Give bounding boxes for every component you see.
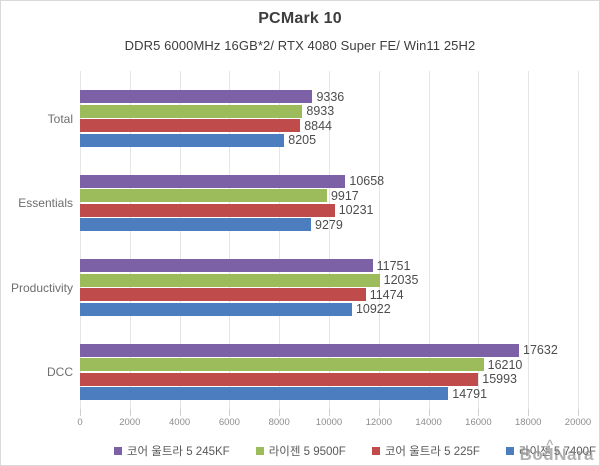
legend-swatch-icon	[505, 447, 514, 455]
legend-label: 코어 울트라 5 245KF	[126, 446, 230, 458]
bar: 12035	[80, 273, 418, 287]
group-bars: 17632 16210 15993 14791	[80, 343, 578, 401]
watermark-text: BodNara	[519, 445, 594, 464]
category-label: DCC	[47, 365, 73, 379]
gridline	[378, 71, 380, 409]
legend-item: 라이젠 5 7400F	[505, 443, 597, 459]
axis-tick	[80, 409, 81, 416]
axis-tick	[428, 409, 430, 416]
chart-subtitle: DDR5 6000MHz 16GB*2/ RTX 4080 Super FE/ …	[124, 38, 476, 53]
bar-group: Essentials 10658 9917 10231 9279	[1, 156, 599, 241]
group-bars: 9336 8933 8844 8205	[80, 90, 578, 147]
axis-tick-label: 6000	[218, 417, 240, 428]
bar: 17632	[80, 343, 558, 357]
axis-tick-label: 8000	[268, 417, 290, 428]
axis-tick	[478, 409, 480, 416]
legend-label: 라이젠 5 7400F	[518, 446, 597, 458]
bar: 10922	[80, 302, 391, 316]
bar-value-label: 11474	[369, 287, 404, 302]
bar-value-label: 8844	[304, 118, 333, 133]
bar: 10231	[80, 203, 373, 217]
gridline	[578, 71, 579, 409]
bar: 9279	[80, 218, 343, 232]
bar: 16210	[80, 358, 522, 372]
group-bars: 11751 12035 11474 10922	[80, 259, 578, 316]
axis-tick-label: 10000	[315, 417, 343, 428]
axis-tick	[329, 409, 330, 416]
legend-swatch-icon	[255, 447, 264, 455]
bar: 11751	[80, 259, 410, 273]
gridline	[428, 71, 430, 409]
axis-tick-label: 16000	[465, 417, 492, 428]
bar-value-label: 8205	[288, 133, 317, 148]
group-bars: 10658 9917 10231 9279	[80, 174, 578, 232]
gridline	[179, 71, 181, 409]
bar-group: DCC 17632 16210 15993 14791	[1, 325, 599, 410]
legend-label: 코어 울트라 5 225F	[384, 446, 480, 458]
axis-tick	[229, 409, 231, 416]
legend-item: 라이젠 5 9500F	[255, 443, 346, 459]
axis-tick-label: 0	[77, 417, 83, 428]
axis-tick	[528, 409, 530, 416]
bar: 15993	[80, 372, 517, 386]
bar-value-label: 10231	[338, 203, 374, 218]
axis-tick-label: 12000	[365, 417, 393, 428]
bar: 8933	[80, 104, 334, 118]
bar-value-label: 9336	[316, 89, 345, 104]
bar-value-label: 17632	[523, 343, 558, 358]
legend-label: 라이젠 5 9500F	[268, 446, 346, 458]
bar: 8844	[80, 119, 332, 133]
category-label: Productivity	[10, 280, 73, 295]
bar-value-label: 14791	[452, 386, 488, 401]
bar-value-label: 11751	[376, 258, 411, 273]
legend-swatch-icon	[371, 447, 380, 455]
category-label: Essentials	[18, 196, 73, 210]
legend-swatch-icon	[113, 447, 122, 455]
gridline	[279, 71, 281, 409]
axis-tick-label: 18000	[514, 417, 542, 428]
bar-value-label: 8933	[306, 104, 335, 119]
bar-value-label: 12035	[383, 273, 419, 288]
bar: 14791	[80, 387, 487, 401]
bar: 9336	[80, 90, 344, 104]
gridline	[129, 71, 131, 409]
legend: 코어 울트라 5 245KF 라이젠 5 9500F 코어 울트라 5 225F 라이…	[1, 443, 599, 459]
axis-tick	[179, 409, 181, 416]
gridline	[329, 71, 330, 409]
bar-value-label: 9279	[315, 217, 343, 232]
axis-tick	[129, 409, 131, 416]
axis-tick	[279, 409, 281, 416]
gridline	[528, 71, 530, 409]
gridline	[80, 71, 81, 409]
bar: 10658	[80, 174, 384, 188]
axis-tick	[378, 409, 380, 416]
gridline	[229, 71, 231, 409]
gridline	[478, 71, 480, 409]
legend-item: 코어 울트라 5 245KF	[113, 443, 230, 459]
legend-item: 코어 울트라 5 225F	[371, 443, 480, 459]
bar-value-label: 15993	[482, 372, 518, 387]
category-label: Total	[47, 111, 73, 126]
plot-area: Total 9336 8933 8844 8205 Essentials 10658 9917…	[1, 71, 599, 410]
axis-tick-label: 14000	[415, 417, 442, 428]
bar-value-label: 10922	[355, 302, 391, 317]
bar: 11474	[80, 288, 404, 302]
bar: 8205	[80, 133, 316, 147]
chart-title: PCMark 10	[258, 10, 342, 27]
watermark: ^ BodNara	[519, 437, 594, 465]
bar: 9917	[80, 189, 359, 203]
bar-value-label: 9917	[330, 188, 359, 203]
bar-group: Productivity 11751 12035 11474 10922	[1, 240, 599, 325]
watermark-caret-icon: ^	[546, 437, 554, 451]
axis-tick-label: 2000	[119, 417, 141, 428]
axis-tick	[578, 409, 579, 416]
bar-value-label: 16210	[487, 357, 523, 372]
axis-tick-label: 20000	[564, 417, 592, 428]
bar-value-label: 10658	[349, 174, 385, 189]
bar-group: Total 9336 8933 8844 8205	[1, 71, 599, 156]
axis-tick-label: 4000	[169, 417, 191, 428]
